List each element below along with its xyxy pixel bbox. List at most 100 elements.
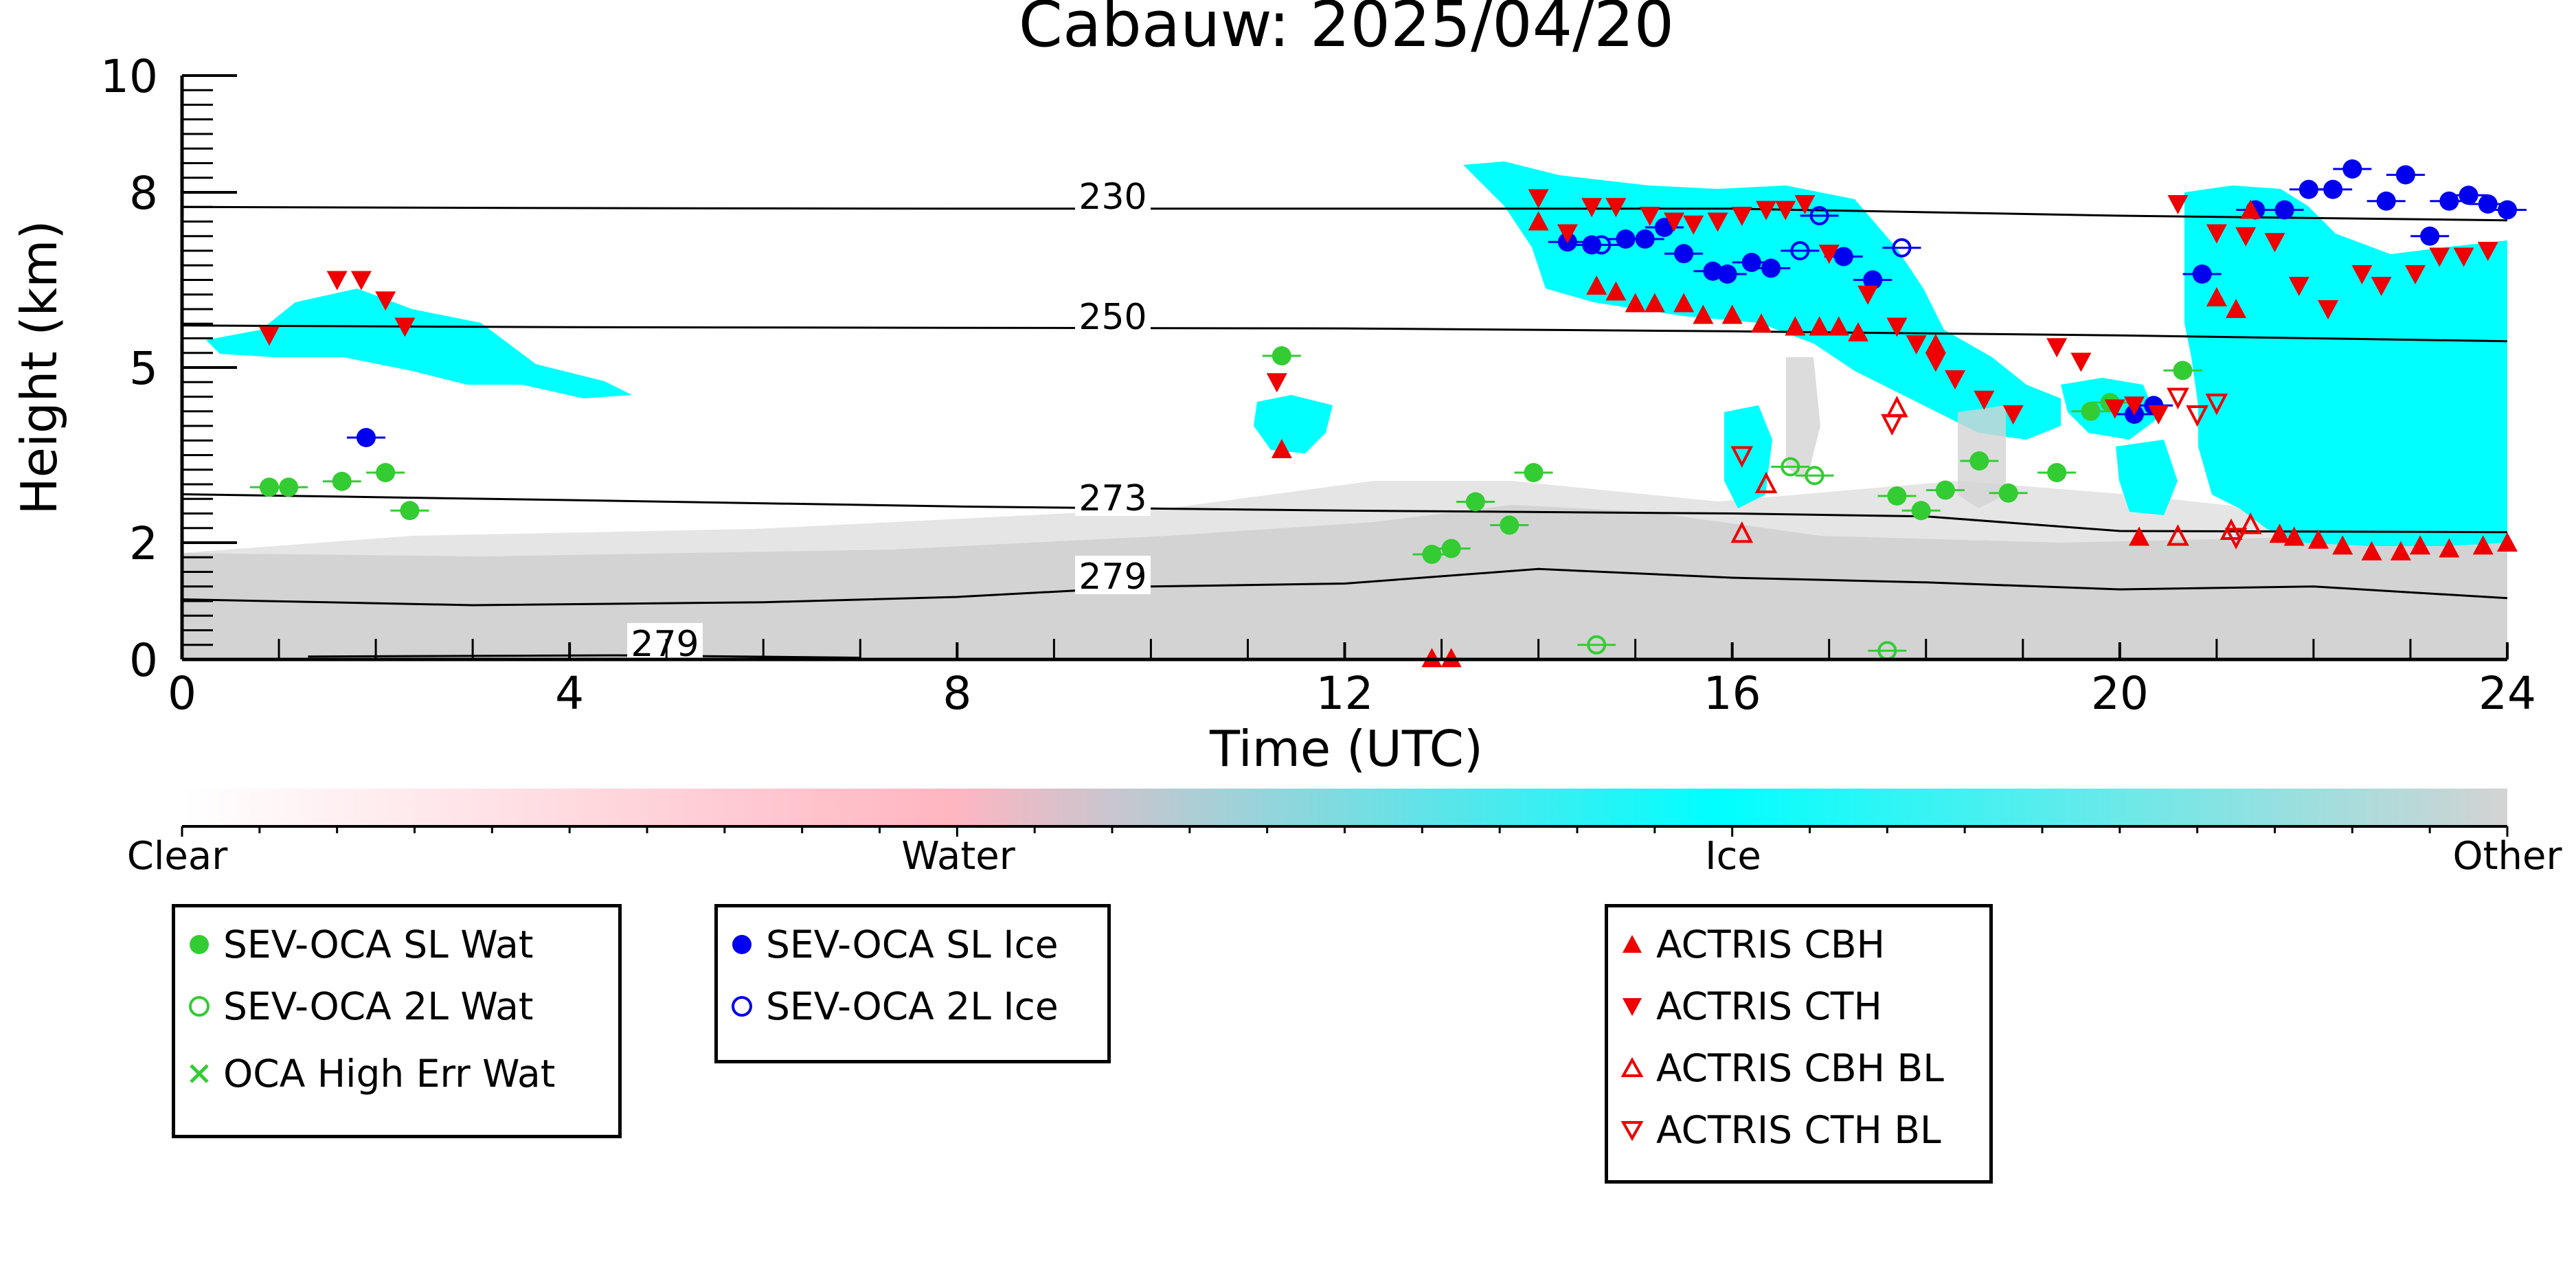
data-point xyxy=(2047,463,2067,482)
data-point xyxy=(2453,247,2474,267)
data-point xyxy=(1421,648,1443,668)
data-point xyxy=(259,477,279,497)
circle-filled-icon xyxy=(175,917,223,972)
data-point xyxy=(2240,199,2261,219)
data-point xyxy=(1754,471,1778,493)
cloud-field xyxy=(182,161,2507,659)
legend-water: SEV-OCA SL Wat SEV-OCA 2L Wat OCA High E… xyxy=(172,904,622,1138)
data-point xyxy=(2167,524,2189,546)
data-point xyxy=(1528,189,1549,209)
colorbar-label-water: Water xyxy=(901,834,1016,879)
legend-entry: SEV-OCA 2L Wat xyxy=(175,979,618,1034)
data-point xyxy=(1703,261,1723,281)
data-point xyxy=(2390,541,2411,561)
data-point xyxy=(1557,224,1578,244)
data-point xyxy=(1625,293,1646,313)
data-point xyxy=(2239,512,2262,534)
colorbar-gradient xyxy=(182,789,2507,826)
legend-entry-label: ACTRIS CTH BL xyxy=(1656,1108,1941,1152)
data-point xyxy=(1906,335,1927,354)
boundary-layer-other-scatter xyxy=(182,481,2507,563)
data-point xyxy=(1592,235,1612,255)
data-point xyxy=(1605,281,1627,301)
legend-entry-label: ACTRIS CBH xyxy=(1656,923,1885,967)
data-point xyxy=(326,271,348,291)
data-point xyxy=(1833,247,1853,267)
data-point xyxy=(2420,226,2440,246)
chart-title: Cabauw: 2025/04/20 xyxy=(1019,0,1674,61)
data-point xyxy=(2405,265,2426,284)
data-point xyxy=(1639,207,1660,226)
colorbar-ticks xyxy=(181,826,2509,837)
data-point xyxy=(1528,211,1549,231)
contour-label-bg xyxy=(1075,296,1151,335)
circle-open-icon xyxy=(175,979,223,1034)
data-point xyxy=(1707,212,1728,232)
data-point xyxy=(1887,486,1907,506)
data-point xyxy=(1794,195,1816,214)
ice-cloud-noon xyxy=(1254,395,1333,453)
data-point xyxy=(1781,457,1800,477)
data-point xyxy=(1664,212,1685,232)
legend-entry: ACTRIS CTH xyxy=(1608,979,1989,1034)
data-point xyxy=(2477,242,2498,261)
legend-entry: ACTRIS CTH BL xyxy=(1608,1103,1989,1157)
data-point xyxy=(1881,414,1903,436)
data-point xyxy=(279,477,299,497)
legend-actris: ACTRIS CBH ACTRIS CTH ACTRIS CBH BL ACTR… xyxy=(1605,904,1993,1184)
legend-entry-label: SEV-OCA 2L Wat xyxy=(223,984,534,1028)
contour-label-bg xyxy=(627,623,703,662)
x-tick-label: 24 xyxy=(2478,667,2536,720)
data-point xyxy=(2226,299,2247,318)
data-point xyxy=(2206,224,2227,244)
x-axis-label: Time (UTC) xyxy=(1209,720,1483,778)
data-point xyxy=(2351,265,2373,284)
data-point xyxy=(2046,338,2068,358)
data-point xyxy=(2148,405,2169,425)
data-point xyxy=(1673,293,1695,313)
data-point xyxy=(2167,195,2189,214)
data-point xyxy=(1721,304,1743,324)
data-point xyxy=(1271,439,1292,458)
data-point xyxy=(1586,275,1607,295)
triangle-down-filled-icon xyxy=(1608,979,1656,1034)
data-point xyxy=(2472,535,2494,555)
contour-label-bg xyxy=(1075,176,1151,214)
data-point xyxy=(2323,179,2343,199)
legend-entry: SEV-OCA SL Wat xyxy=(175,917,618,972)
data-point xyxy=(1693,304,1714,324)
data-point xyxy=(1857,285,1879,305)
contour-label: 250 xyxy=(1078,297,1146,338)
data-point xyxy=(1441,539,1461,558)
data-point xyxy=(1886,396,1908,418)
colorbar-label-clear: Clear xyxy=(127,834,228,879)
circle-open-icon xyxy=(718,979,766,1034)
y-tick-label: 0 xyxy=(129,634,158,687)
data-point xyxy=(1969,451,1989,471)
triangle-down-open-icon xyxy=(1608,1103,1656,1157)
contour-label: 279 xyxy=(1078,556,1146,598)
y-tick-label: 8 xyxy=(129,167,158,220)
data-point xyxy=(1848,322,1869,341)
y-tick-label: 2 xyxy=(129,517,158,570)
data-point xyxy=(394,317,416,337)
y-tick-label: 5 xyxy=(129,342,158,395)
legend-entry-label: ACTRIS CBH BL xyxy=(1656,1046,1944,1090)
data-point xyxy=(1500,515,1519,535)
data-point xyxy=(2283,526,2305,546)
data-point xyxy=(1731,207,1752,226)
data-point xyxy=(350,271,372,291)
data-point xyxy=(1790,241,1810,260)
legend-entry: SEV-OCA SL Ice xyxy=(718,917,1107,972)
data-point xyxy=(1683,215,1704,235)
data-point xyxy=(2439,538,2460,558)
circle-filled-icon xyxy=(718,917,766,972)
contour-label-bg xyxy=(1075,556,1151,594)
data-point xyxy=(2070,352,2092,372)
legend-ice: SEV-OCA SL Ice SEV-OCA 2L Ice xyxy=(714,904,1111,1063)
data-point xyxy=(1892,238,1912,258)
data-point xyxy=(1605,198,1627,218)
data-point xyxy=(1809,316,1830,336)
